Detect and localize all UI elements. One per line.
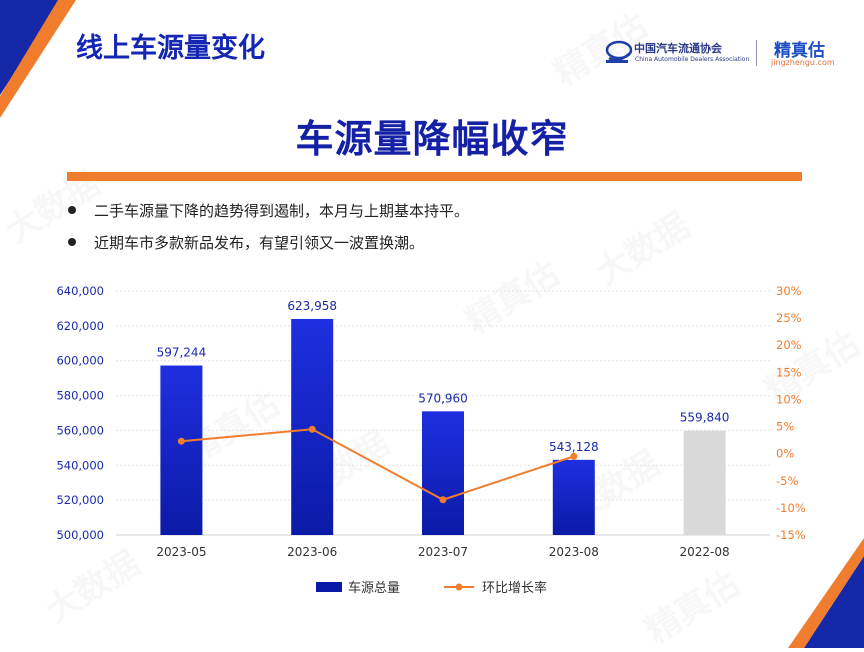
cada-name-cn: 中国汽车流通协会: [634, 42, 722, 55]
bar-value-label: 623,958: [287, 299, 337, 313]
x-tick-label: 2023-05: [156, 545, 206, 559]
y2-tick-label: 10%: [776, 392, 802, 406]
jingzhengu-url: jingzhengu.com: [771, 58, 835, 67]
legend-label: 车源总量: [348, 580, 400, 596]
bullet-dot-icon: [68, 206, 76, 214]
bar: [683, 430, 726, 535]
legend-bar-swatch: [316, 582, 342, 592]
main-title: 车源量降幅收窄: [295, 117, 569, 161]
cada-name-en: China Automobile Dealers Association: [635, 56, 750, 63]
jingzhengu-logo: 精真估: [774, 41, 825, 61]
y2-tick-label: 5%: [776, 420, 794, 434]
y2-tick-label: 25%: [776, 311, 802, 325]
y-tick-label: 580,000: [56, 389, 104, 403]
y-tick-label: 500,000: [56, 528, 104, 542]
y-tick-label: 640,000: [56, 284, 104, 298]
y2-tick-label: 15%: [776, 365, 802, 379]
line-point: [570, 452, 578, 460]
bar: [422, 411, 464, 535]
bar: [552, 459, 595, 535]
y2-tick-label: 30%: [776, 284, 802, 298]
bullet-dot-icon: [68, 238, 76, 246]
logo-divider: [756, 40, 757, 66]
title-underline-bar: [67, 172, 802, 181]
cada-logo-icon: [605, 40, 633, 63]
y-tick-label: 620,000: [56, 319, 104, 333]
bar-value-label: 597,244: [157, 346, 207, 360]
legend-line-marker: [455, 583, 463, 591]
line-point: [439, 496, 447, 504]
x-tick-label: 2023-06: [287, 545, 337, 559]
bar-value-label: 559,840: [680, 411, 730, 425]
x-tick-label: 2023-08: [549, 545, 599, 559]
y2-tick-label: 0%: [776, 447, 794, 461]
bar-value-label: 570,960: [418, 391, 468, 405]
y2-tick-label: 20%: [776, 338, 802, 352]
y-tick-label: 540,000: [56, 458, 104, 472]
y2-tick-label: -15%: [776, 528, 806, 542]
page-title: 线上车源量变化: [76, 33, 265, 64]
x-tick-label: 2022-08: [680, 545, 730, 559]
line-point: [308, 425, 316, 433]
legend-label: 环比增长率: [482, 580, 547, 596]
y-tick-label: 560,000: [56, 423, 104, 437]
line-point: [177, 437, 185, 445]
y2-tick-label: -5%: [776, 474, 798, 488]
x-tick-label: 2023-07: [418, 545, 468, 559]
y-tick-label: 520,000: [56, 493, 104, 507]
y2-tick-label: -10%: [776, 501, 806, 515]
bar: [160, 365, 203, 535]
bar-value-label: 543,128: [549, 440, 599, 454]
bullet-text: 近期车市多款新品发布，有望引领又一波置换潮。: [94, 234, 425, 252]
corner-decoration-top-left: [0, 0, 76, 118]
bullet-text: 二手车源量下降的趋势得到遏制，本月与上期基本持平。: [94, 202, 470, 220]
line-series-mom: [181, 428, 575, 501]
y-tick-label: 600,000: [56, 354, 104, 368]
corner-decoration-bottom-right: [788, 538, 864, 648]
